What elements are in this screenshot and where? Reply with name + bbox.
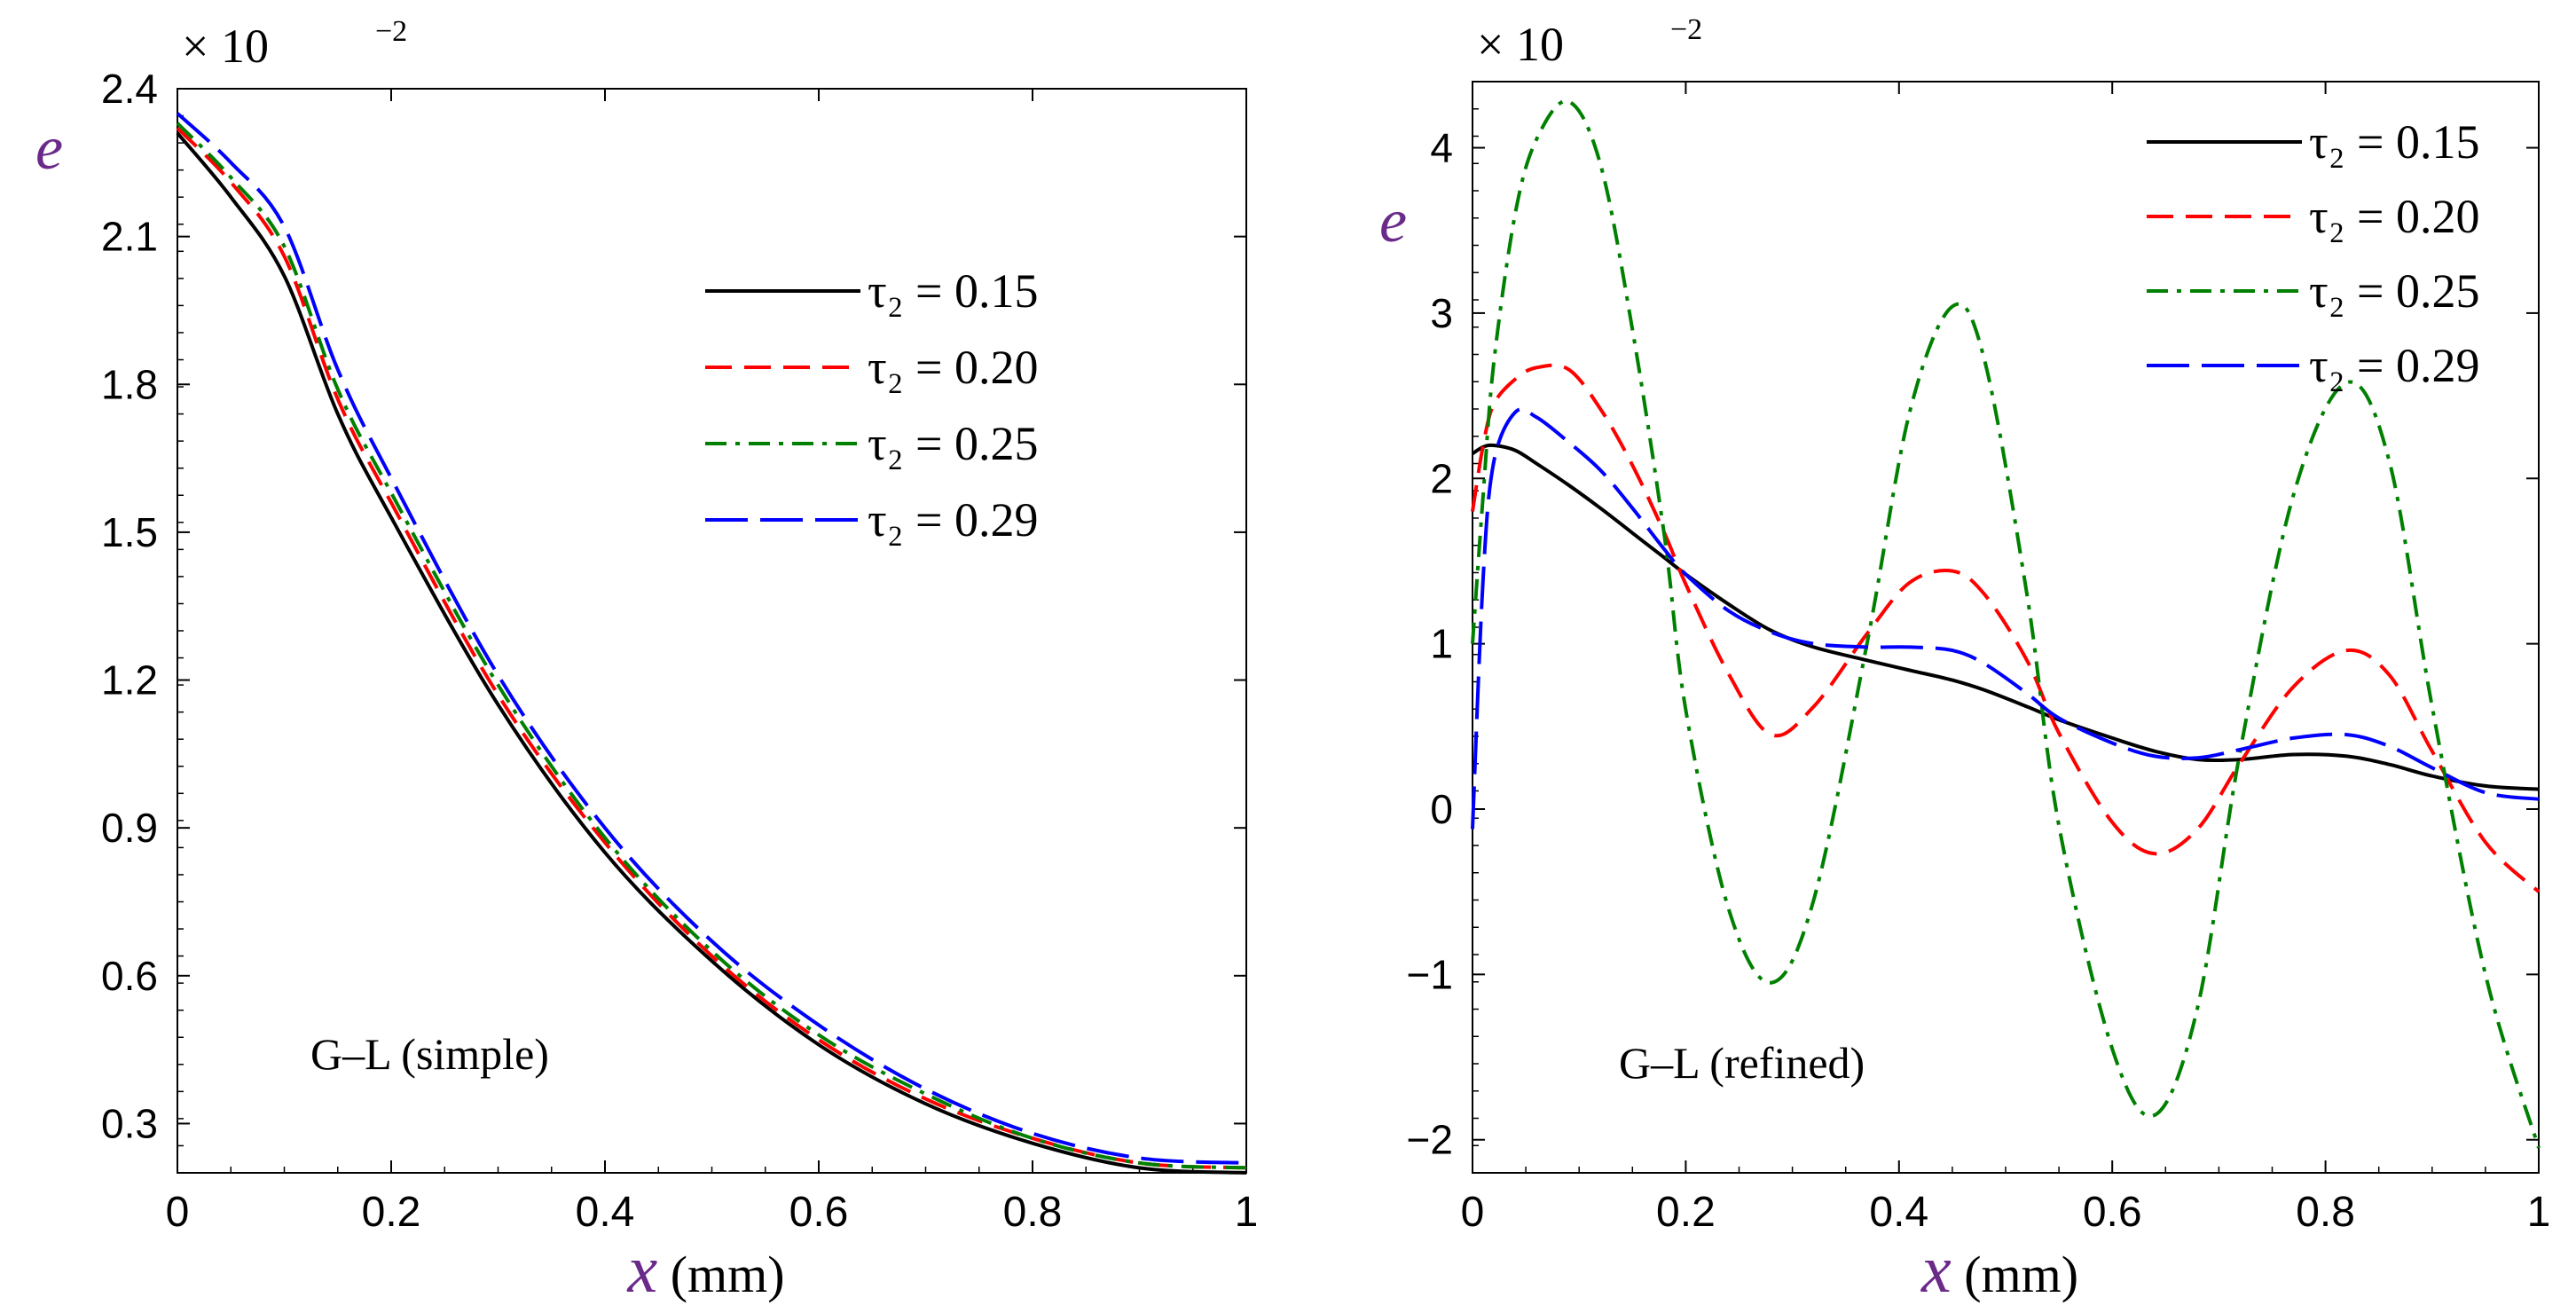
y-tick-label: 3 [1430,290,1453,336]
chart-annotation: G–L (refined) [1619,1038,1865,1088]
legend: τ₂ = 0.15 τ₂ = 0.20 τ₂ = 0.25 τ₂ = 0.29 [705,264,1038,546]
chart-annotation: G–L (simple) [310,1029,549,1079]
y-tick-label: −2 [1407,1117,1453,1163]
x-tick-label: 0.4 [576,1189,635,1236]
legend-label-tau-025: τ₂ = 0.25 [868,417,1038,470]
x-tick-label: 0.2 [362,1189,421,1236]
chart-right-refined: 0 0.2 0.4 0.6 0.8 1 −2 −1 0 1 2 3 4 τ₂ = 0.15 τ₂ = 0.2… [1379,13,2550,1307]
legend: τ₂ = 0.15 τ₂ = 0.20 τ₂ = 0.25 τ₂ = 0.29 [2147,115,2479,392]
x-tick-label: 0.4 [1869,1189,1928,1236]
x-tick-label: 0 [1461,1189,1485,1236]
series-line-tau-025 [1471,98,2541,1149]
x-tick-label: 0.2 [1656,1189,1716,1236]
y-axis-label: e [1379,187,1407,256]
axis-multiplier: × 10 [1477,18,1564,71]
x-tick-label: 1 [1235,1189,1259,1236]
series-line-tau-025 [176,122,1247,1170]
y-tick-label: 4 [1430,125,1453,171]
series-line-tau-029 [176,112,1247,1165]
x-axis-label: x (mm) [627,1232,785,1307]
x-axis-unit: (mm) [1952,1246,2078,1303]
series-line-tau-015 [1471,443,2540,791]
y-axis-label: e [35,114,63,183]
y-tick-label: 2 [1430,455,1453,501]
series-line-tau-029 [1471,407,2540,829]
y-tick-label: 2.4 [101,66,158,112]
series-line-tau-020 [1471,363,2541,893]
legend-label-tau-029: τ₂ = 0.29 [868,493,1038,546]
x-tick-label: 0 [166,1189,190,1236]
y-tick-label: 1.8 [101,361,158,407]
series-line-tau-015 [176,131,1247,1175]
y-tick-label: 1.2 [101,657,158,704]
plot-frame [177,88,1247,1174]
x-tick-label: 0.6 [789,1189,849,1236]
y-tick-label: 2.1 [101,214,158,260]
legend-label-tau-020: τ₂ = 0.20 [2309,190,2479,243]
legend-label-tau-015: τ₂ = 0.15 [2309,115,2479,169]
axis-multiplier: × 10 [182,20,269,73]
y-tick-label: 0.9 [101,805,158,851]
legend-label-tau-020: τ₂ = 0.20 [868,341,1038,394]
chart-left-simple: 0 0.2 0.4 0.6 0.8 1 0.3 0.6 0.9 1.2 1.5 1.8 2.1 2.4 τ₂… [35,15,1258,1307]
legend-label-tau-029: τ₂ = 0.29 [2309,339,2479,392]
x-tick-label: 1 [2527,1189,2551,1236]
y-tick-label: 1 [1430,621,1453,667]
x-tick-label: 0.8 [2296,1189,2355,1236]
axis-multiplier-exponent: −2 [375,15,407,48]
x-tick-label: 0.6 [2083,1189,2142,1236]
y-tick-label: 0 [1430,786,1453,832]
legend-label-tau-025: τ₂ = 0.25 [2309,264,2479,318]
x-axis-unit: (mm) [657,1246,784,1303]
x-axis-label: x (mm) [1920,1232,2078,1307]
y-tick-label: 0.3 [101,1100,158,1146]
series-line-tau-020 [176,126,1247,1170]
x-axis-symbol: x [1920,1232,1952,1307]
axis-multiplier-exponent: −2 [1670,13,1702,46]
y-tick-label: 1.5 [101,509,158,555]
legend-label-tau-015: τ₂ = 0.15 [868,264,1038,318]
x-tick-label: 0.8 [1003,1189,1063,1236]
y-tick-label: −1 [1407,951,1453,997]
y-tick-label: 0.6 [101,953,158,999]
x-axis-symbol: x [627,1232,658,1307]
